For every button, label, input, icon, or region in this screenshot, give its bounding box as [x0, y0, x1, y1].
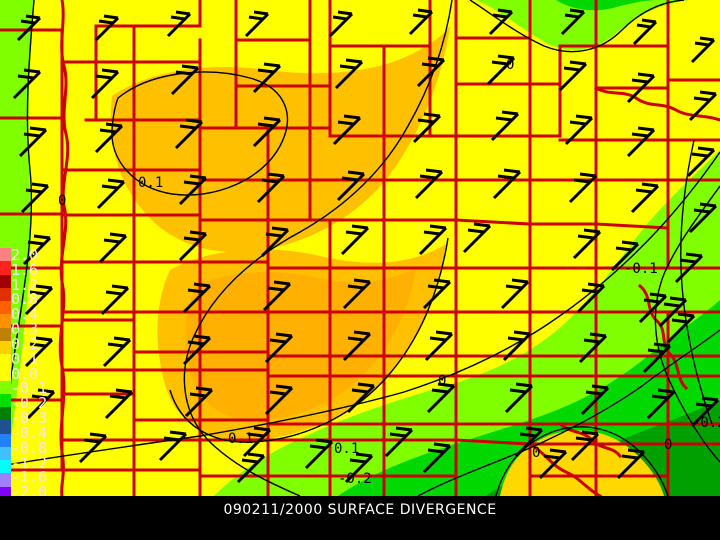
- divergence-fill-layer: [0, 0, 720, 496]
- contour-label: 0: [58, 193, 67, 209]
- colorbar-tick-label: -1.6: [11, 468, 48, 487]
- colorbar-swatch: [0, 340, 11, 354]
- contour-label: -0.2: [692, 415, 720, 431]
- colorbar-swatch: [0, 354, 11, 368]
- contour-label: 0: [532, 445, 541, 461]
- colorbar-tick-label: -0.4: [11, 423, 48, 442]
- colorbar-tick-label: 1.2: [11, 275, 39, 294]
- colorbar-tick-labels: 2.0 1.6 1.2 0.8 0.4 0.3 0.2 0.1 0.0 -0.1 -0.2 -0.3-…: [11, 246, 57, 497]
- colorbar-swatch: [0, 367, 11, 381]
- colorbar-swatch: [0, 380, 11, 394]
- footer-bar: 090211/2000 SURFACE DIVERGENCE: [0, 496, 720, 540]
- contour-label: 0.1: [228, 431, 254, 447]
- colorbar-tick-label: 0.8: [11, 290, 39, 309]
- colorbar-tick-label: 0.3: [11, 320, 39, 339]
- map-title: 090211/2000 SURFACE DIVERGENCE: [223, 502, 497, 518]
- colorbar-tick-label: 0.4: [11, 305, 39, 324]
- colorbar-swatch: [0, 486, 11, 496]
- colorbar-swatch: [0, 446, 11, 460]
- colorbar-tick-label: 2.0: [11, 246, 39, 264]
- colorbar-swatch: [0, 261, 11, 275]
- colorbar-tick-label: 0.1: [11, 349, 39, 368]
- colorbar-tick-label: 0.2: [11, 334, 39, 353]
- colorbar-tick-label: -0.8: [11, 438, 48, 457]
- colorbar-swatch: [0, 420, 11, 434]
- contour-label: 0.1: [138, 175, 164, 191]
- colorbar-swatch: [0, 287, 11, 301]
- contour-label: 0: [438, 373, 447, 389]
- colorbar-tick-label: -1.2: [11, 453, 48, 472]
- colorbar-swatch: [0, 274, 11, 288]
- colorbar-swatch: [0, 314, 11, 328]
- colorbar-swatch: [0, 301, 11, 315]
- colorbar-swatch: [0, 327, 11, 341]
- colorbar-swatch: [0, 248, 11, 262]
- colorbar-swatch: [0, 473, 11, 487]
- colorbar-swatch: [0, 393, 11, 407]
- colorbar-tick-label: -2.0: [11, 483, 48, 496]
- map-graphic: [0, 0, 720, 496]
- colorbar-tick-label: 0.0: [11, 364, 39, 383]
- colorbar-swatch: [0, 460, 11, 474]
- contour-label: 0: [506, 57, 515, 73]
- contour-label: 0.1: [334, 441, 360, 457]
- colorbar[interactable]: [0, 248, 11, 496]
- colorbar-tick-label: -0.1: [11, 379, 48, 398]
- contour-label: -0.2: [338, 471, 372, 487]
- colorbar-tick-label: -0.2: [11, 394, 48, 413]
- colorbar-swatch: [0, 407, 11, 421]
- contour-label: 0: [664, 437, 673, 453]
- colorbar-tick-label: 1.6: [11, 260, 39, 279]
- wind-barb-layer: [12, 8, 720, 484]
- contour-label: -0.1: [624, 261, 658, 277]
- colorbar-tick-label: -0.3: [11, 409, 48, 428]
- colorbar-swatch: [0, 433, 11, 447]
- map-canvas[interactable]: 0 0.1 0 -0.1 0 0.1 0.1 -0.2 0 -0.2 0 2.0…: [0, 0, 720, 496]
